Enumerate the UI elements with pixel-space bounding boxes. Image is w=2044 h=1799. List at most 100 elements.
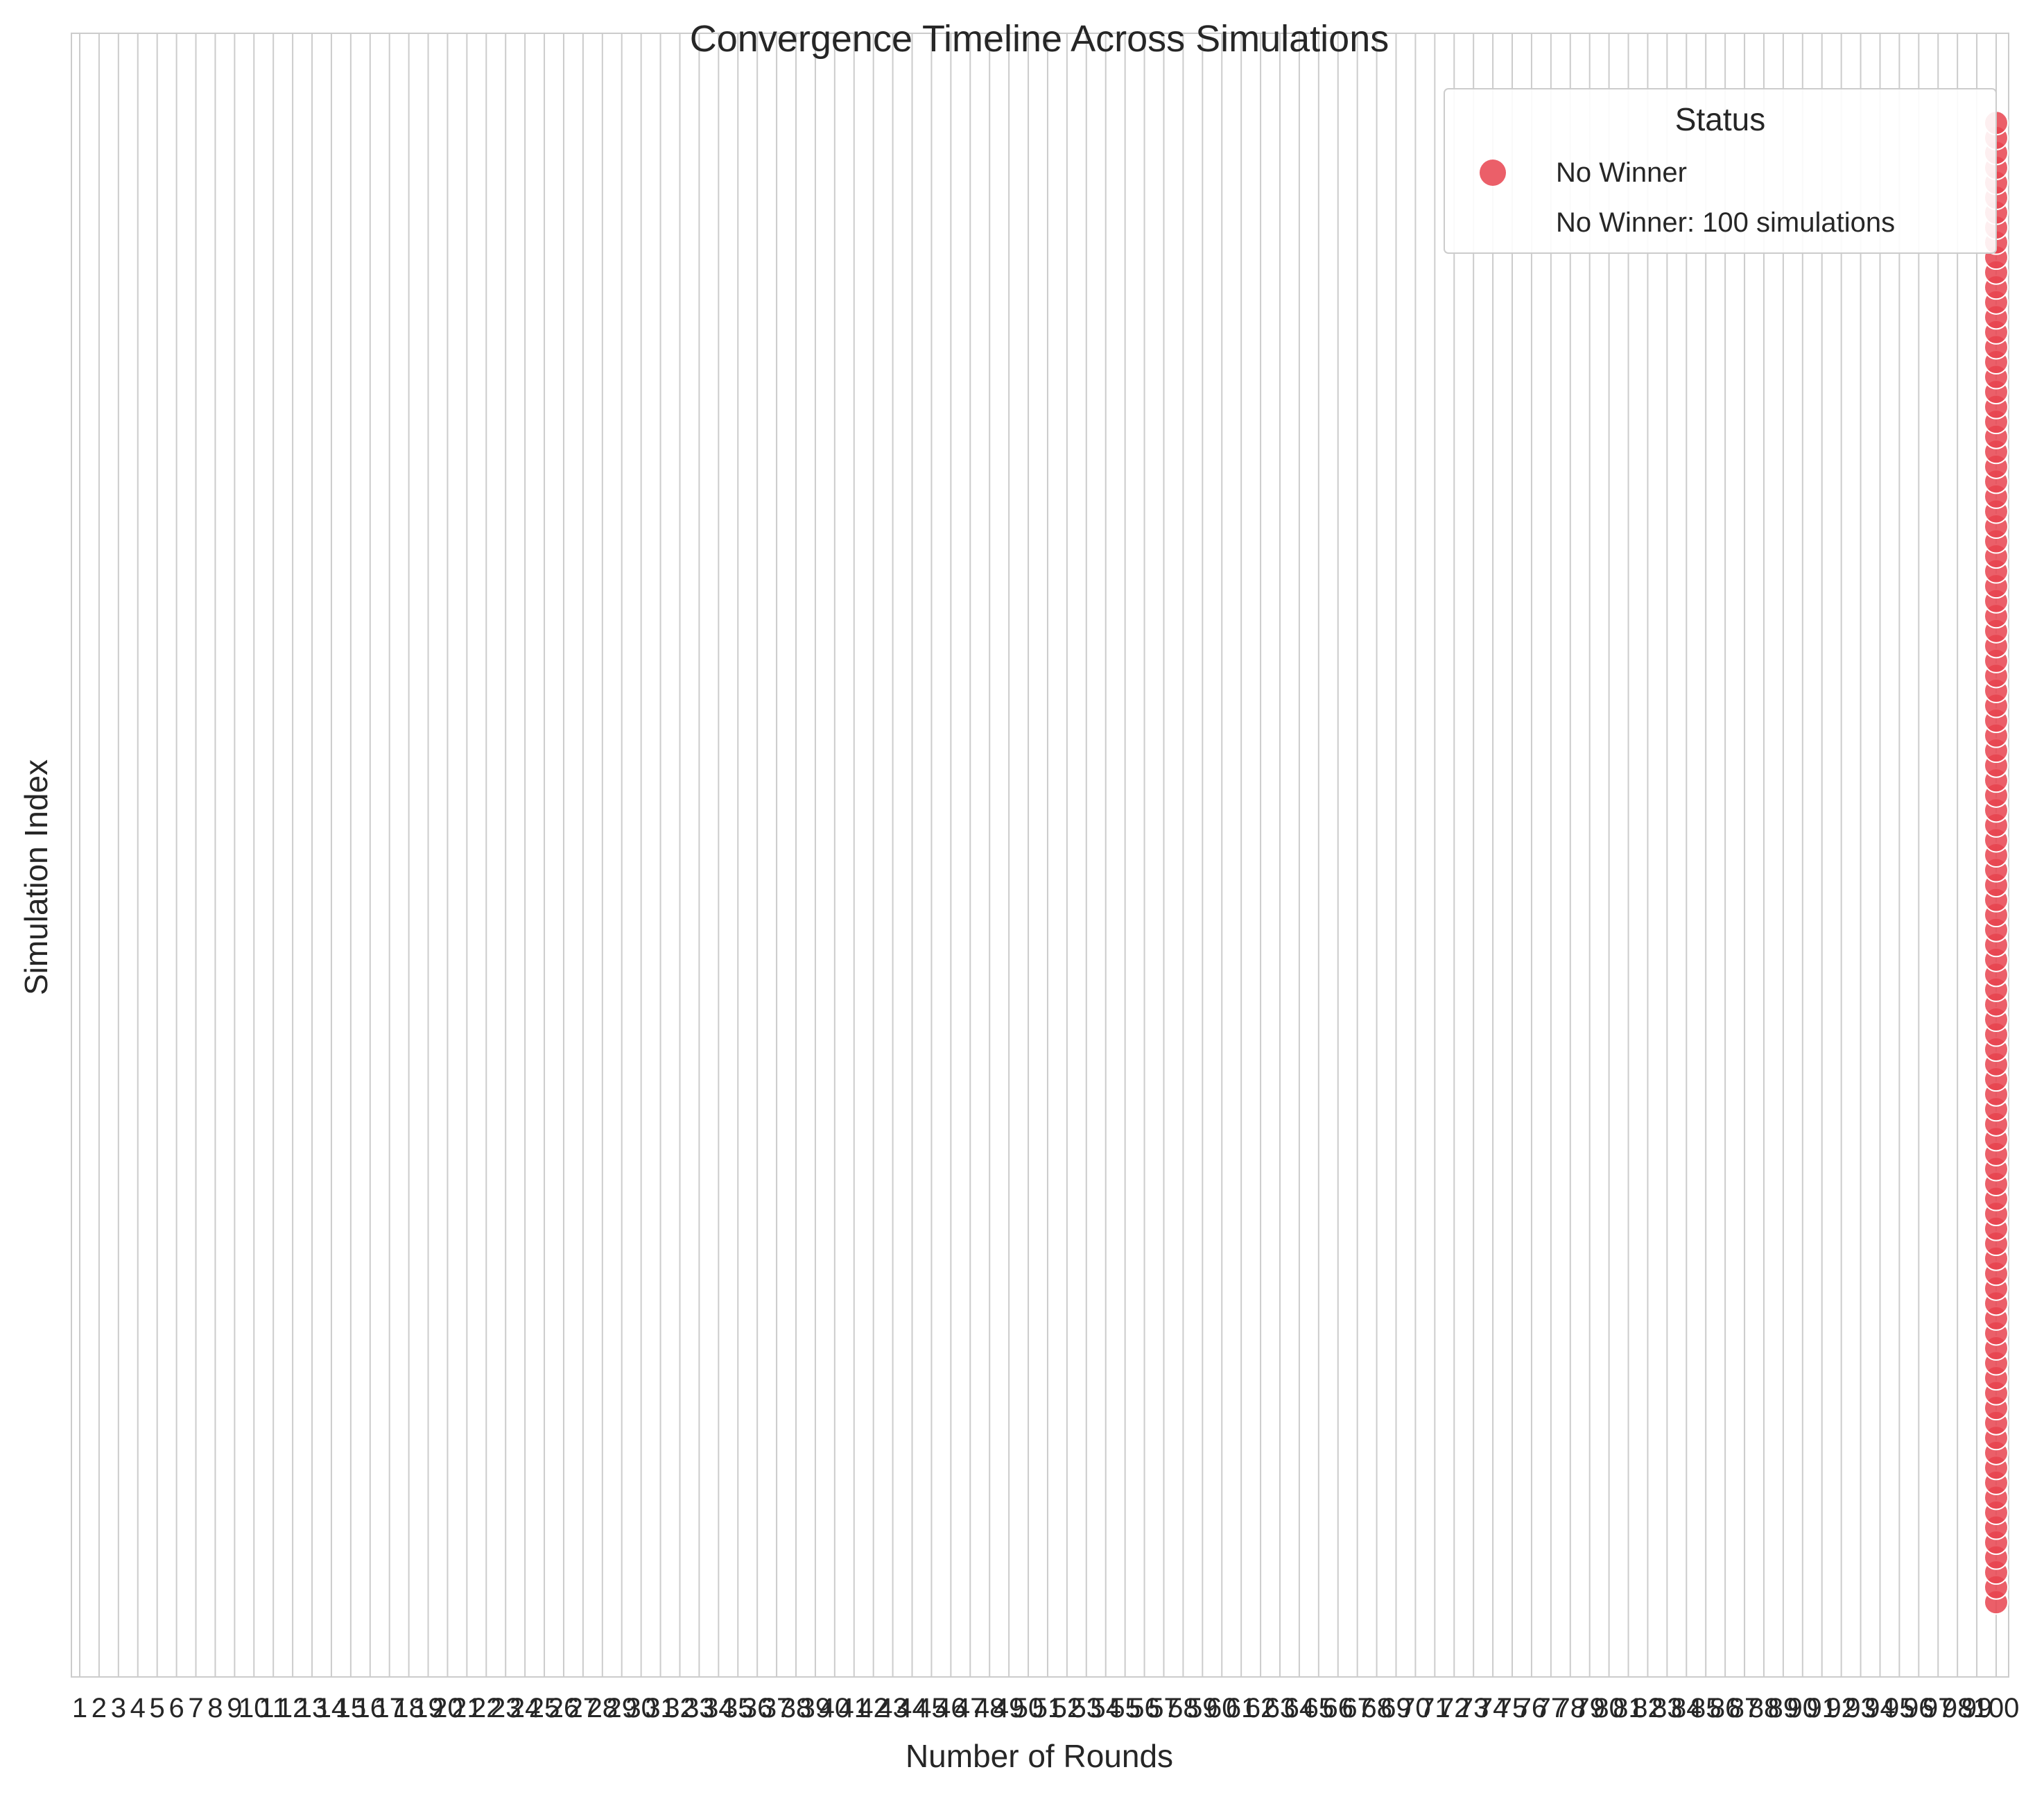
x-tick-label: 17 — [374, 1693, 405, 1723]
x-tick-label: 77 — [1536, 1693, 1567, 1723]
x-tick-label: 20 — [432, 1693, 463, 1723]
x-tick-label: 27 — [568, 1693, 599, 1723]
x-tick-label: 13 — [297, 1693, 328, 1723]
x-tick-label: 75 — [1497, 1693, 1528, 1723]
y-axis-label: Simulation Index — [18, 759, 54, 995]
x-tick-label: 96 — [1903, 1693, 1934, 1723]
x-tick-label: 99 — [1961, 1693, 1993, 1723]
x-tick-label: 68 — [1361, 1693, 1392, 1723]
legend: Status No Winner No Winner: 100 simulati… — [1444, 88, 1997, 254]
x-tick-label: 44 — [897, 1693, 928, 1723]
x-tick-label: 83 — [1652, 1693, 1683, 1723]
x-tick-label: 34 — [703, 1693, 734, 1723]
x-tick-label: 93 — [1845, 1693, 1876, 1723]
x-tick-label: 79 — [1574, 1693, 1605, 1723]
x-tick-label: 38 — [781, 1693, 812, 1723]
x-tick-label: 2 — [92, 1693, 107, 1723]
legend-entry-summary: No Winner: 100 simulations — [1556, 207, 1895, 238]
x-tick-label: 65 — [1304, 1693, 1335, 1723]
x-tick-label: 59 — [1187, 1693, 1218, 1723]
x-tick-label: 81 — [1613, 1693, 1644, 1723]
data-points — [1984, 110, 2009, 1615]
x-tick-label: 85 — [1690, 1693, 1722, 1723]
x-tick-label: 78 — [1555, 1693, 1586, 1723]
x-tick-label: 36 — [742, 1693, 773, 1723]
x-tick-label: 14 — [316, 1693, 347, 1723]
x-tick-label: 51 — [1032, 1693, 1064, 1723]
x-tick-label: 25 — [529, 1693, 560, 1723]
x-tick-label: 19 — [413, 1693, 444, 1723]
x-tick-label: 86 — [1710, 1693, 1741, 1723]
x-tick-label: 22 — [471, 1693, 502, 1723]
x-tick-label: 45 — [916, 1693, 947, 1723]
legend-title: Status — [1675, 101, 1765, 137]
x-tick-label: 43 — [877, 1693, 908, 1723]
x-tick-label: 62 — [1245, 1693, 1276, 1723]
x-tick-label: 47 — [955, 1693, 986, 1723]
x-tick-label: 12 — [277, 1693, 309, 1723]
x-tick-label: 40 — [820, 1693, 851, 1723]
x-tick-label: 92 — [1826, 1693, 1857, 1723]
x-tick-label: 4 — [130, 1693, 146, 1723]
x-tick-label: 55 — [1109, 1693, 1141, 1723]
x-tick-label: 91 — [1806, 1693, 1837, 1723]
x-tick-label: 67 — [1342, 1693, 1373, 1723]
x-tick-label: 60 — [1206, 1693, 1238, 1723]
x-tick-label: 100 — [1973, 1693, 2020, 1723]
x-tick-label: 18 — [393, 1693, 424, 1723]
x-tick-label: 48 — [974, 1693, 1005, 1723]
x-tick-label: 16 — [355, 1693, 386, 1723]
gridlines — [79, 33, 1997, 1677]
x-tick-label: 58 — [1168, 1693, 1199, 1723]
x-tick-label: 69 — [1380, 1693, 1412, 1723]
x-tick-label: 90 — [1787, 1693, 1819, 1723]
x-tick-label: 30 — [625, 1693, 657, 1723]
x-tick-label: 73 — [1458, 1693, 1489, 1723]
x-tick-label: 63 — [1265, 1693, 1296, 1723]
x-tick-label: 1 — [72, 1693, 87, 1723]
x-tick-label: 66 — [1322, 1693, 1353, 1723]
x-tick-label: 95 — [1884, 1693, 1915, 1723]
legend-marker-no-winner — [1480, 160, 1506, 186]
x-tick-label: 7 — [188, 1693, 203, 1723]
x-tick-label: 29 — [606, 1693, 637, 1723]
x-tick-label: 41 — [839, 1693, 870, 1723]
x-tick-label: 50 — [1013, 1693, 1044, 1723]
x-tick-label: 11 — [259, 1693, 288, 1723]
x-tick-label: 94 — [1864, 1693, 1896, 1723]
x-tick-label: 71 — [1419, 1693, 1450, 1723]
x-tick-label: 35 — [722, 1693, 754, 1723]
x-tick-label: 54 — [1090, 1693, 1121, 1723]
x-tick-label: 9 — [227, 1693, 242, 1723]
x-tick-label: 64 — [1284, 1693, 1315, 1723]
x-tick-label: 53 — [1071, 1693, 1102, 1723]
x-tick-label: 57 — [1148, 1693, 1179, 1723]
x-tick-label: 82 — [1632, 1693, 1663, 1723]
x-tick-label: 97 — [1923, 1693, 1954, 1723]
x-axis-label: Number of Rounds — [906, 1738, 1173, 1774]
x-tick-label: 5 — [150, 1693, 165, 1723]
x-tick-label: 98 — [1942, 1693, 1973, 1723]
x-tick-label: 28 — [587, 1693, 618, 1723]
x-tick-label: 87 — [1729, 1693, 1760, 1723]
legend-entry-no-winner: No Winner — [1556, 157, 1687, 188]
x-tick-label: 37 — [761, 1693, 793, 1723]
x-tick-label: 72 — [1439, 1693, 1470, 1723]
x-tick-label: 21 — [451, 1693, 483, 1723]
x-tick-label: 26 — [548, 1693, 580, 1723]
x-tick-label: 76 — [1516, 1693, 1548, 1723]
legend-box — [1444, 88, 1997, 254]
x-tick-label: 46 — [935, 1693, 967, 1723]
x-tick-label: 56 — [1129, 1693, 1160, 1723]
x-tick-label: 89 — [1768, 1693, 1799, 1723]
x-tick-label: 42 — [858, 1693, 889, 1723]
x-tick-label: 61 — [1226, 1693, 1257, 1723]
x-tick-label: 24 — [510, 1693, 541, 1723]
chart-title: Convergence Timeline Across Simulations — [690, 18, 1389, 60]
x-tick-label: 74 — [1478, 1693, 1509, 1723]
x-tick-label: 32 — [664, 1693, 695, 1723]
x-tick-label: 10 — [239, 1693, 270, 1723]
x-tick-label: 84 — [1671, 1693, 1702, 1723]
